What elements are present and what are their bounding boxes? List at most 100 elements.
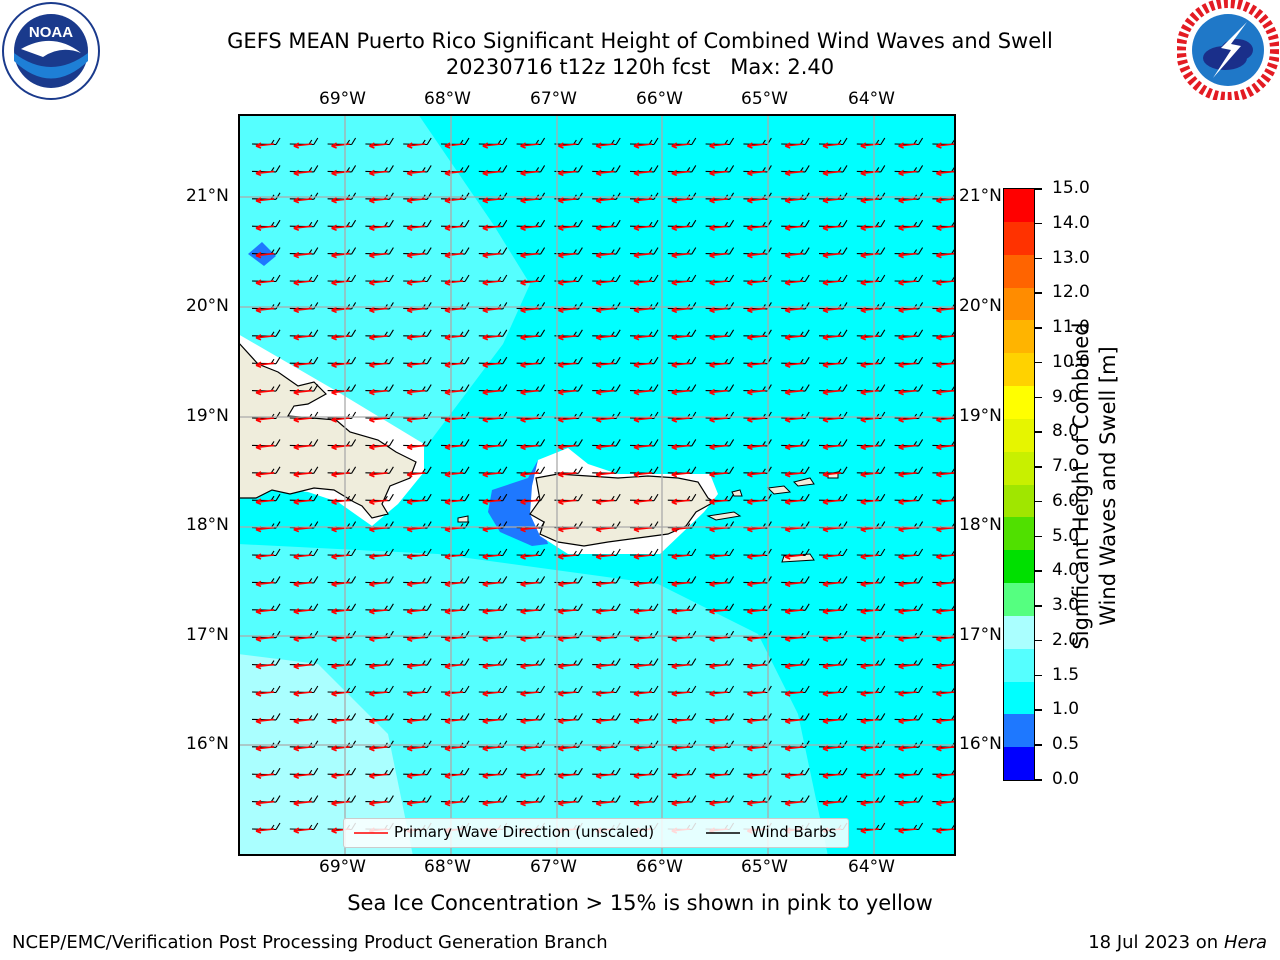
wave-direction-arrow bbox=[935, 334, 955, 341]
wave-direction-arrow bbox=[444, 169, 464, 177]
wave-direction-arrow bbox=[293, 662, 312, 670]
wave-direction-arrow bbox=[331, 224, 350, 231]
wave-direction-arrow bbox=[293, 306, 312, 314]
wave-direction-arrow bbox=[520, 443, 539, 451]
wave-direction-arrow bbox=[935, 608, 955, 615]
wave-direction-arrow bbox=[633, 361, 653, 368]
wave-direction-arrow bbox=[557, 608, 577, 615]
wave-direction-arrow bbox=[331, 772, 350, 779]
wave-direction-arrow bbox=[860, 251, 879, 259]
wave-direction-arrow bbox=[709, 635, 728, 642]
wave-direction-arrow bbox=[633, 799, 653, 807]
wave-direction-arrow bbox=[784, 142, 804, 149]
wave-direction-arrow bbox=[633, 471, 653, 478]
wave-direction-arrow bbox=[444, 361, 464, 368]
wave-direction-arrow bbox=[444, 388, 464, 396]
wave-direction-arrow bbox=[671, 197, 690, 204]
wave-direction-arrow bbox=[860, 580, 879, 588]
wave-direction-arrow bbox=[709, 334, 728, 341]
wave-direction-arrow bbox=[293, 142, 312, 149]
wave-direction-arrow bbox=[746, 361, 766, 368]
wave-direction-arrow bbox=[671, 142, 690, 149]
wave-direction-arrow bbox=[331, 498, 350, 505]
wave-direction-arrow bbox=[331, 388, 350, 396]
wave-direction-arrow bbox=[255, 251, 275, 259]
wave-direction-arrow bbox=[595, 717, 615, 725]
wave-direction-arrow bbox=[784, 279, 804, 286]
wave-direction-arrow bbox=[557, 224, 577, 231]
wave-direction-arrow bbox=[671, 717, 690, 725]
map-title-line1: GEFS MEAN Puerto Rico Significant Height… bbox=[227, 29, 1053, 53]
colorbar-tick-label: 2.0 bbox=[1052, 629, 1080, 650]
lon-label-bottom: 64°W bbox=[848, 857, 895, 877]
colorbar-tick-mark bbox=[1034, 396, 1042, 399]
wave-direction-arrow bbox=[860, 471, 879, 478]
wave-direction-arrow bbox=[595, 142, 615, 149]
wave-direction-legend-icon bbox=[354, 832, 388, 834]
lat-label-right: 19°N bbox=[959, 406, 1002, 426]
colorbar-tick-mark bbox=[1034, 605, 1042, 607]
lat-label-right: 18°N bbox=[959, 515, 1002, 535]
colorbar-segment bbox=[1004, 583, 1034, 616]
wave-direction-arrow bbox=[595, 553, 615, 560]
colorbar-tick-label: 15.0 bbox=[1052, 178, 1090, 198]
wave-direction-arrow bbox=[822, 580, 842, 588]
wave-direction-arrow bbox=[595, 635, 615, 642]
lat-label-left: 20°N bbox=[186, 296, 229, 316]
wave-direction-arrow bbox=[406, 306, 426, 314]
wave-direction-arrow bbox=[482, 197, 501, 204]
wave-direction-arrow bbox=[557, 498, 577, 505]
wave-direction-arrow bbox=[898, 635, 917, 642]
wave-direction-arrow bbox=[633, 388, 653, 396]
wave-direction-arrow bbox=[746, 799, 766, 807]
colorbar-tick-label: 3.0 bbox=[1052, 595, 1080, 616]
colorbar-segment bbox=[1004, 254, 1034, 288]
wave-direction-arrow bbox=[406, 361, 426, 368]
wave-direction-arrow bbox=[293, 197, 312, 204]
wave-direction-arrow bbox=[557, 799, 577, 807]
wave-direction-arrow bbox=[822, 799, 842, 807]
colorbar-tick-label: 4.0 bbox=[1052, 560, 1080, 581]
colorbar-segment bbox=[1004, 681, 1034, 715]
wave-direction-arrow bbox=[557, 169, 577, 177]
wave-direction-arrow bbox=[784, 799, 804, 807]
wave-direction-arrow bbox=[444, 580, 464, 588]
wave-direction-arrow bbox=[709, 745, 728, 752]
wave-direction-arrow bbox=[633, 498, 653, 505]
wave-direction-arrow bbox=[557, 690, 577, 697]
lon-label-bottom: 69°W bbox=[319, 857, 366, 877]
wave-direction-arrow bbox=[898, 443, 917, 451]
wave-direction-arrow bbox=[784, 224, 804, 231]
wave-direction-arrow bbox=[822, 279, 842, 286]
wave-direction-arrow bbox=[860, 662, 879, 670]
wave-direction-arrow bbox=[595, 279, 615, 286]
wave-direction-arrow bbox=[822, 197, 842, 204]
wave-direction-arrow bbox=[633, 142, 653, 149]
wave-direction-arrow bbox=[822, 745, 842, 752]
wave-direction-arrow bbox=[822, 443, 842, 451]
wave-direction-arrow bbox=[293, 717, 312, 725]
wave-direction-arrow bbox=[784, 635, 804, 642]
lat-label-left: 17°N bbox=[186, 625, 229, 645]
wave-direction-arrow bbox=[444, 224, 464, 231]
wave-direction-arrow bbox=[293, 224, 312, 231]
wave-direction-arrow bbox=[368, 635, 388, 642]
wave-direction-arrow bbox=[331, 142, 350, 149]
wave-direction-arrow bbox=[255, 553, 275, 560]
wave-direction-arrow bbox=[935, 717, 955, 725]
wave-direction-arrow bbox=[746, 197, 766, 204]
wave-direction-arrow bbox=[633, 306, 653, 314]
wave-direction-arrow bbox=[709, 197, 728, 204]
colorbar-segment bbox=[1004, 550, 1034, 584]
wave-direction-arrow bbox=[331, 635, 350, 642]
wave-direction-arrow bbox=[633, 279, 653, 286]
wave-direction-arrow bbox=[822, 334, 842, 341]
wave-direction-arrow bbox=[595, 745, 615, 752]
wave-direction-arrow bbox=[368, 799, 388, 807]
wave-direction-arrow bbox=[444, 471, 464, 478]
colorbar-tick-mark bbox=[1034, 535, 1042, 538]
wave-direction-arrow bbox=[406, 772, 426, 779]
wave-band-high-south bbox=[238, 654, 413, 856]
wave-direction-arrow bbox=[482, 772, 501, 779]
colorbar-tick-mark bbox=[1034, 257, 1042, 260]
